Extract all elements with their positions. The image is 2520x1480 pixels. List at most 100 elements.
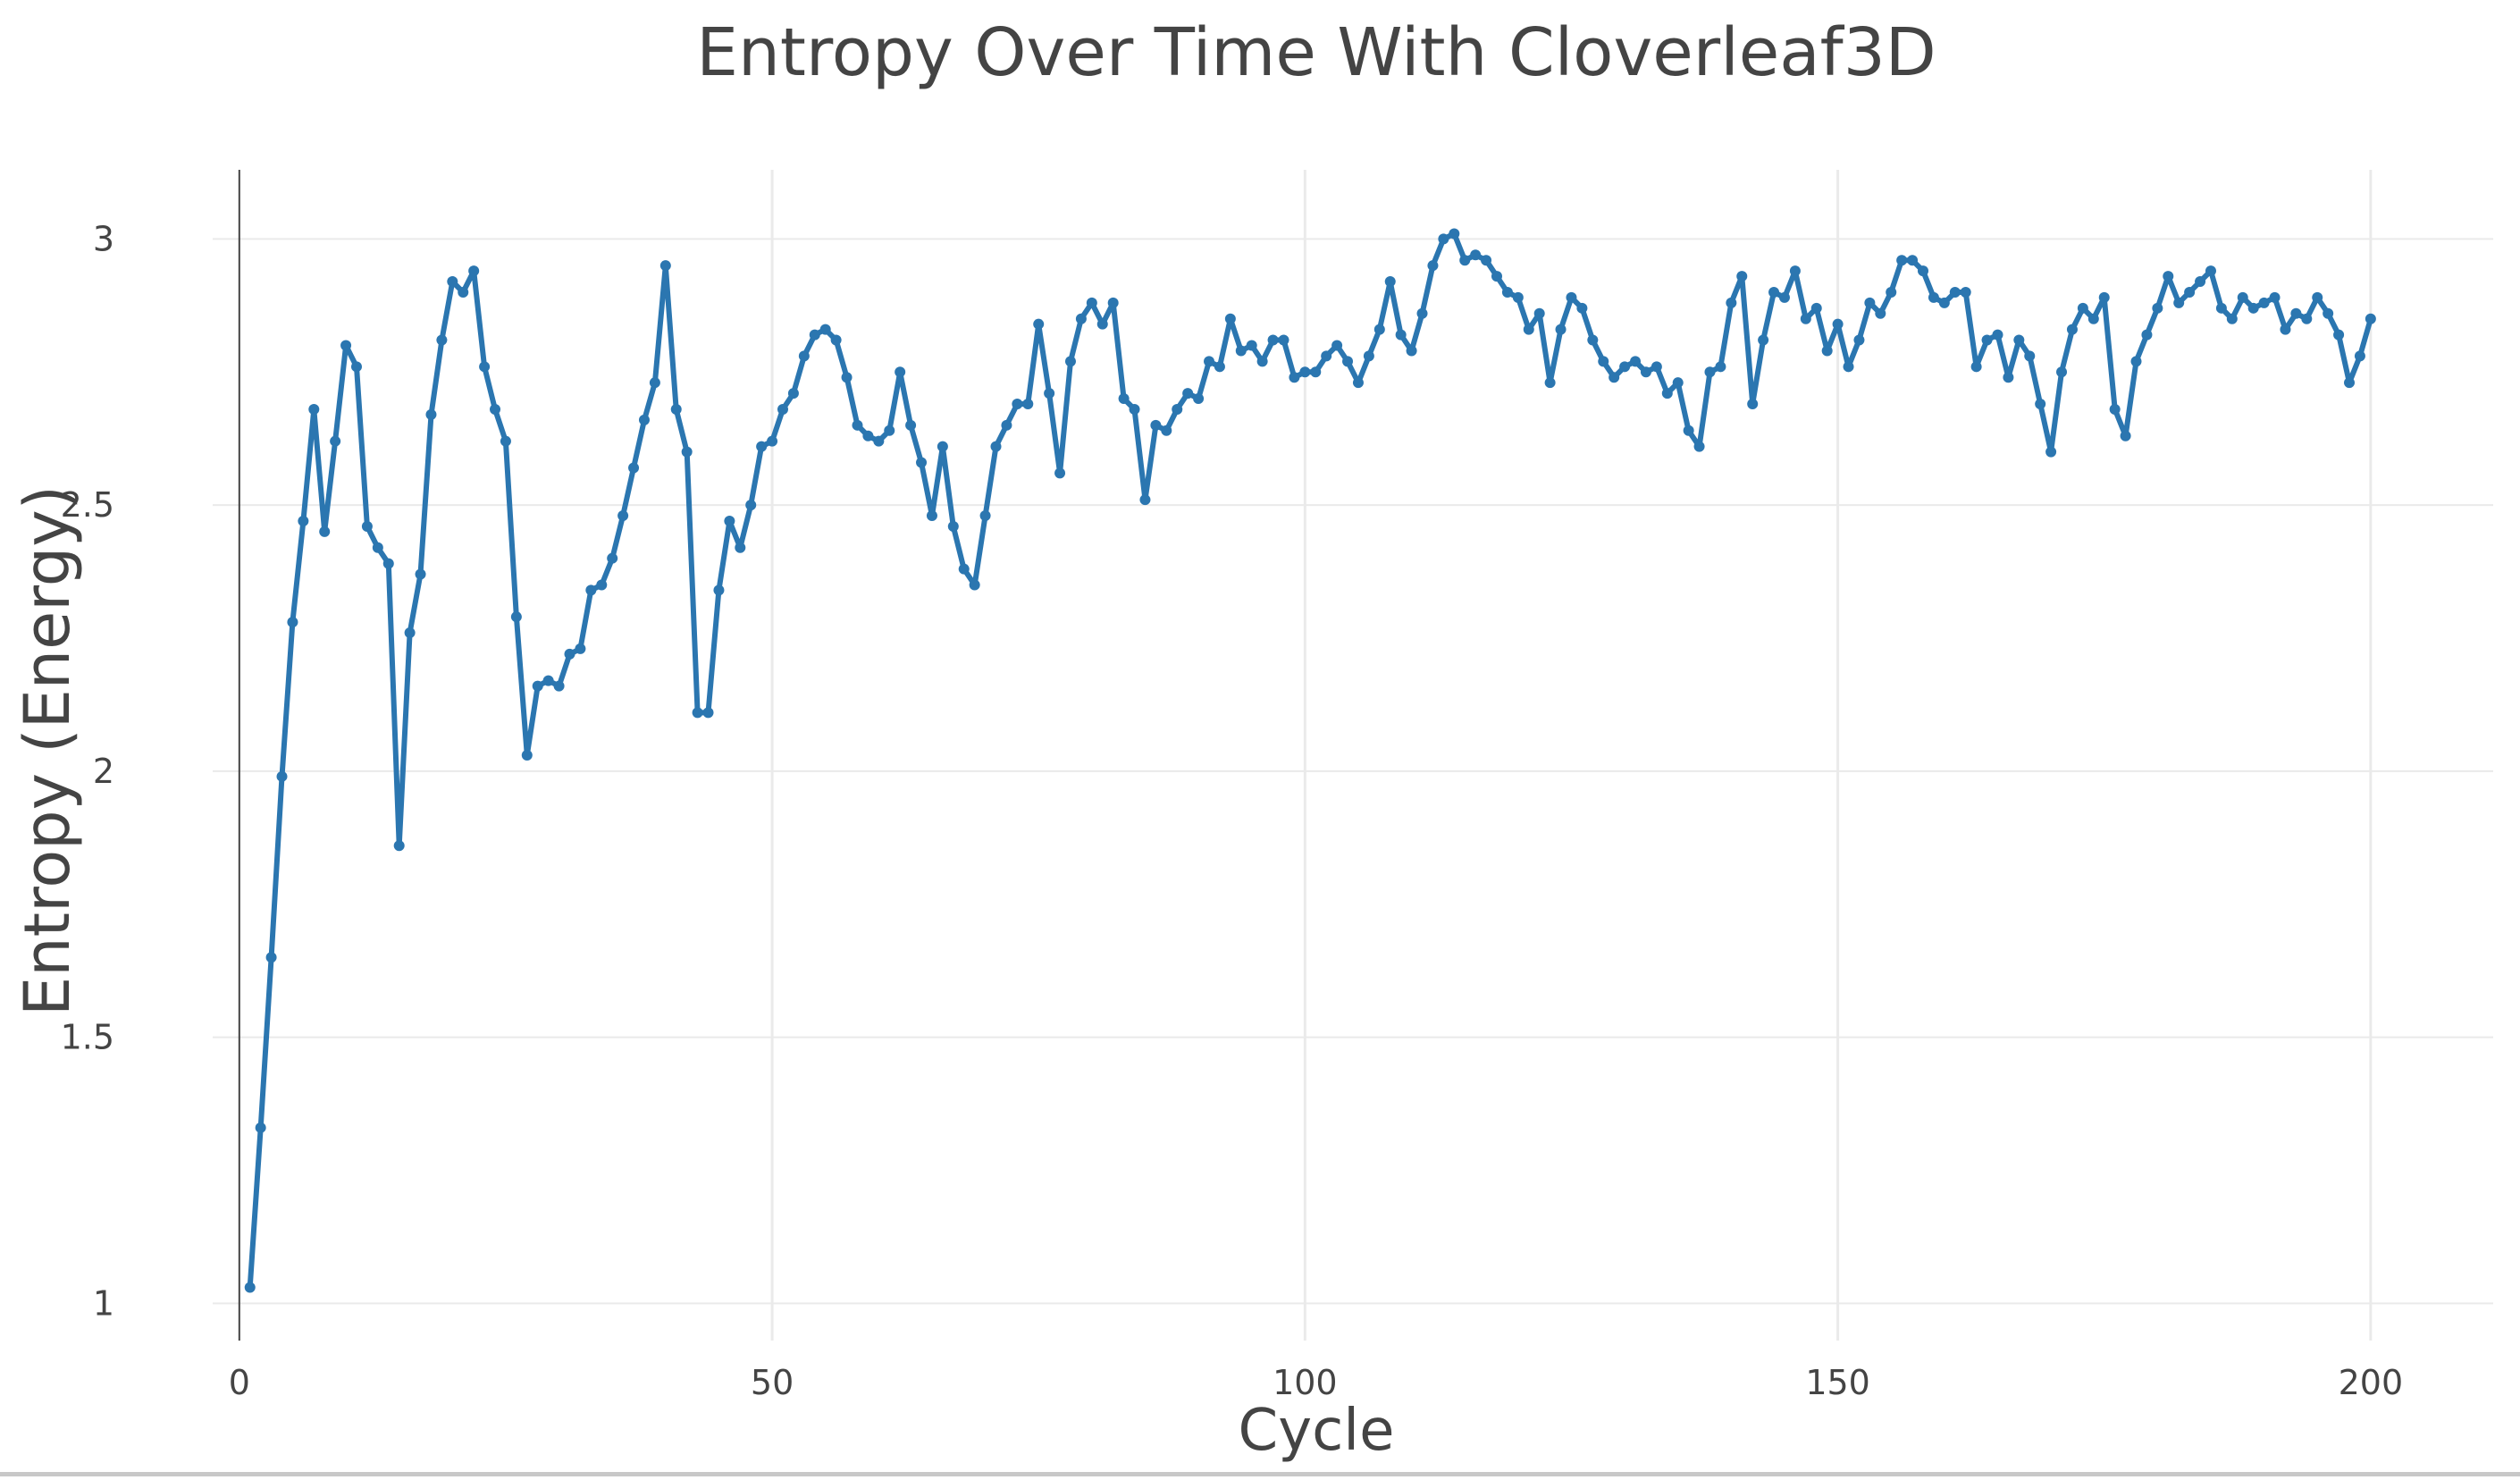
data-point xyxy=(681,446,693,458)
data-point xyxy=(2120,430,2131,441)
x-tick-label: 0 xyxy=(229,1363,250,1402)
data-point xyxy=(1352,377,1364,389)
data-point xyxy=(2247,302,2259,314)
data-point xyxy=(330,435,341,447)
data-point xyxy=(542,675,554,686)
data-point xyxy=(1224,313,1236,324)
data-point xyxy=(1491,271,1502,282)
data-point xyxy=(1470,249,1482,261)
data-point xyxy=(1321,350,1332,362)
data-point xyxy=(575,643,586,654)
data-point xyxy=(564,648,575,660)
data-point xyxy=(1864,297,1876,308)
data-point xyxy=(1204,356,1215,367)
data-point xyxy=(1193,393,1205,405)
data-point xyxy=(1555,324,1567,335)
data-point xyxy=(2141,329,2153,341)
x-axis-label: Cycle xyxy=(1239,1398,1395,1464)
data-point xyxy=(1598,356,1609,367)
data-point xyxy=(265,952,277,963)
data-point xyxy=(1246,340,1257,351)
data-point xyxy=(1693,441,1705,452)
data-point xyxy=(1331,340,1343,351)
data-point xyxy=(2024,350,2036,362)
data-point xyxy=(1726,297,1737,308)
data-point xyxy=(638,414,650,425)
data-point xyxy=(1310,366,1322,378)
data-point xyxy=(702,707,714,719)
data-point xyxy=(468,265,480,277)
data-point xyxy=(2226,313,2238,324)
data-point xyxy=(1107,297,1119,308)
data-point xyxy=(1640,366,1651,378)
data-point xyxy=(735,542,746,553)
data-point xyxy=(1587,334,1599,346)
series-layer xyxy=(244,228,2376,1293)
data-point xyxy=(361,520,373,532)
data-point xyxy=(2344,377,2356,389)
data-point xyxy=(2130,356,2142,367)
data-point xyxy=(2045,446,2057,458)
data-point xyxy=(1875,307,1886,319)
data-point xyxy=(1416,307,1428,319)
data-point xyxy=(1896,255,1908,266)
data-point xyxy=(1064,356,1076,367)
data-point xyxy=(2152,302,2163,314)
data-point xyxy=(2163,271,2174,282)
data-point xyxy=(1044,388,1055,399)
y-tick-label: 1.5 xyxy=(61,1018,114,1057)
data-point xyxy=(787,388,799,399)
data-point xyxy=(2056,366,2068,378)
data-point xyxy=(1139,494,1151,506)
data-point xyxy=(350,361,362,373)
data-point xyxy=(1161,425,1172,436)
data-point xyxy=(798,350,810,362)
data-point xyxy=(490,403,501,415)
data-point xyxy=(1172,403,1183,415)
data-point xyxy=(2184,286,2196,298)
data-point xyxy=(819,324,831,335)
data-point xyxy=(2323,307,2334,319)
data-point xyxy=(2077,302,2088,314)
data-point xyxy=(607,552,618,564)
data-point xyxy=(1289,372,1300,383)
data-point xyxy=(1715,361,1726,373)
y-tick-label: 3 xyxy=(93,219,114,258)
data-point xyxy=(1235,345,1247,357)
data-point xyxy=(1949,286,1961,298)
data-point xyxy=(1970,361,1982,373)
data-point xyxy=(1960,286,1971,298)
data-point xyxy=(916,457,928,468)
data-point xyxy=(713,584,725,596)
data-point xyxy=(2205,265,2216,277)
data-point xyxy=(2237,291,2248,303)
data-point xyxy=(670,403,682,415)
data-point xyxy=(1459,255,1471,266)
bottom-divider xyxy=(0,1472,2520,1476)
data-point xyxy=(521,750,533,761)
y-tick-label: 2 xyxy=(93,752,114,791)
data-point xyxy=(1022,399,1034,409)
data-point xyxy=(2087,313,2099,324)
data-point xyxy=(1619,361,1631,373)
data-point xyxy=(287,617,298,628)
data-point xyxy=(862,430,874,441)
data-point xyxy=(1821,345,1833,357)
data-point xyxy=(1278,334,1289,346)
data-point xyxy=(510,611,522,623)
data-point xyxy=(1938,297,1950,308)
data-point xyxy=(2098,291,2110,303)
data-point xyxy=(447,276,458,288)
data-point xyxy=(1267,334,1279,346)
data-point xyxy=(1630,356,1642,367)
data-point xyxy=(979,510,991,522)
data-point xyxy=(2365,313,2376,324)
data-point xyxy=(990,441,1002,452)
chart-title: Entropy Over Time With Cloverleaf3D xyxy=(696,14,1936,91)
data-point xyxy=(1427,260,1439,272)
data-point xyxy=(2312,291,2323,303)
data-point xyxy=(372,542,383,553)
data-point xyxy=(1778,291,1790,303)
data-point xyxy=(1054,467,1066,479)
